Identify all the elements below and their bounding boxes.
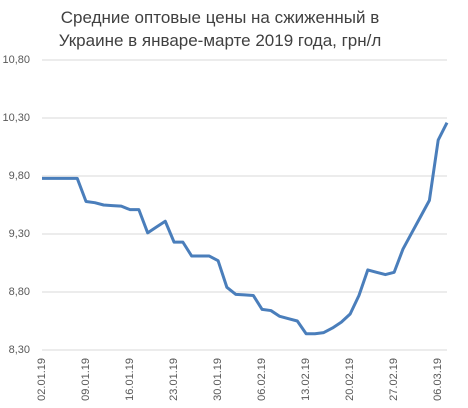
y-tick-label: 10,80 <box>2 54 30 66</box>
x-tick-label: 23.01.19 <box>168 358 180 401</box>
x-tick-label: 06.02.19 <box>256 358 268 401</box>
y-tick-label: 9,80 <box>9 170 30 182</box>
y-tick-label: 8,80 <box>9 286 30 298</box>
y-tick-label: 9,30 <box>9 228 30 240</box>
x-tick-label: 02.01.19 <box>36 358 48 401</box>
y-tick-label: 8,30 <box>9 344 30 356</box>
x-tick-label: 13.02.19 <box>300 358 312 401</box>
x-tick-label: 16.01.19 <box>124 358 136 401</box>
x-tick-label: 20.02.19 <box>344 358 356 401</box>
x-tick-label: 06.03.19 <box>432 358 444 401</box>
y-tick-label: 10,30 <box>2 112 30 124</box>
x-tick-label: 09.01.19 <box>80 358 92 401</box>
data-line <box>42 121 449 336</box>
chart-title: Средние оптовые цены на сжиженный в Укра… <box>58 8 382 50</box>
x-tick-label: 27.02.19 <box>388 358 400 401</box>
x-tick-label: 30.01.19 <box>212 358 224 401</box>
